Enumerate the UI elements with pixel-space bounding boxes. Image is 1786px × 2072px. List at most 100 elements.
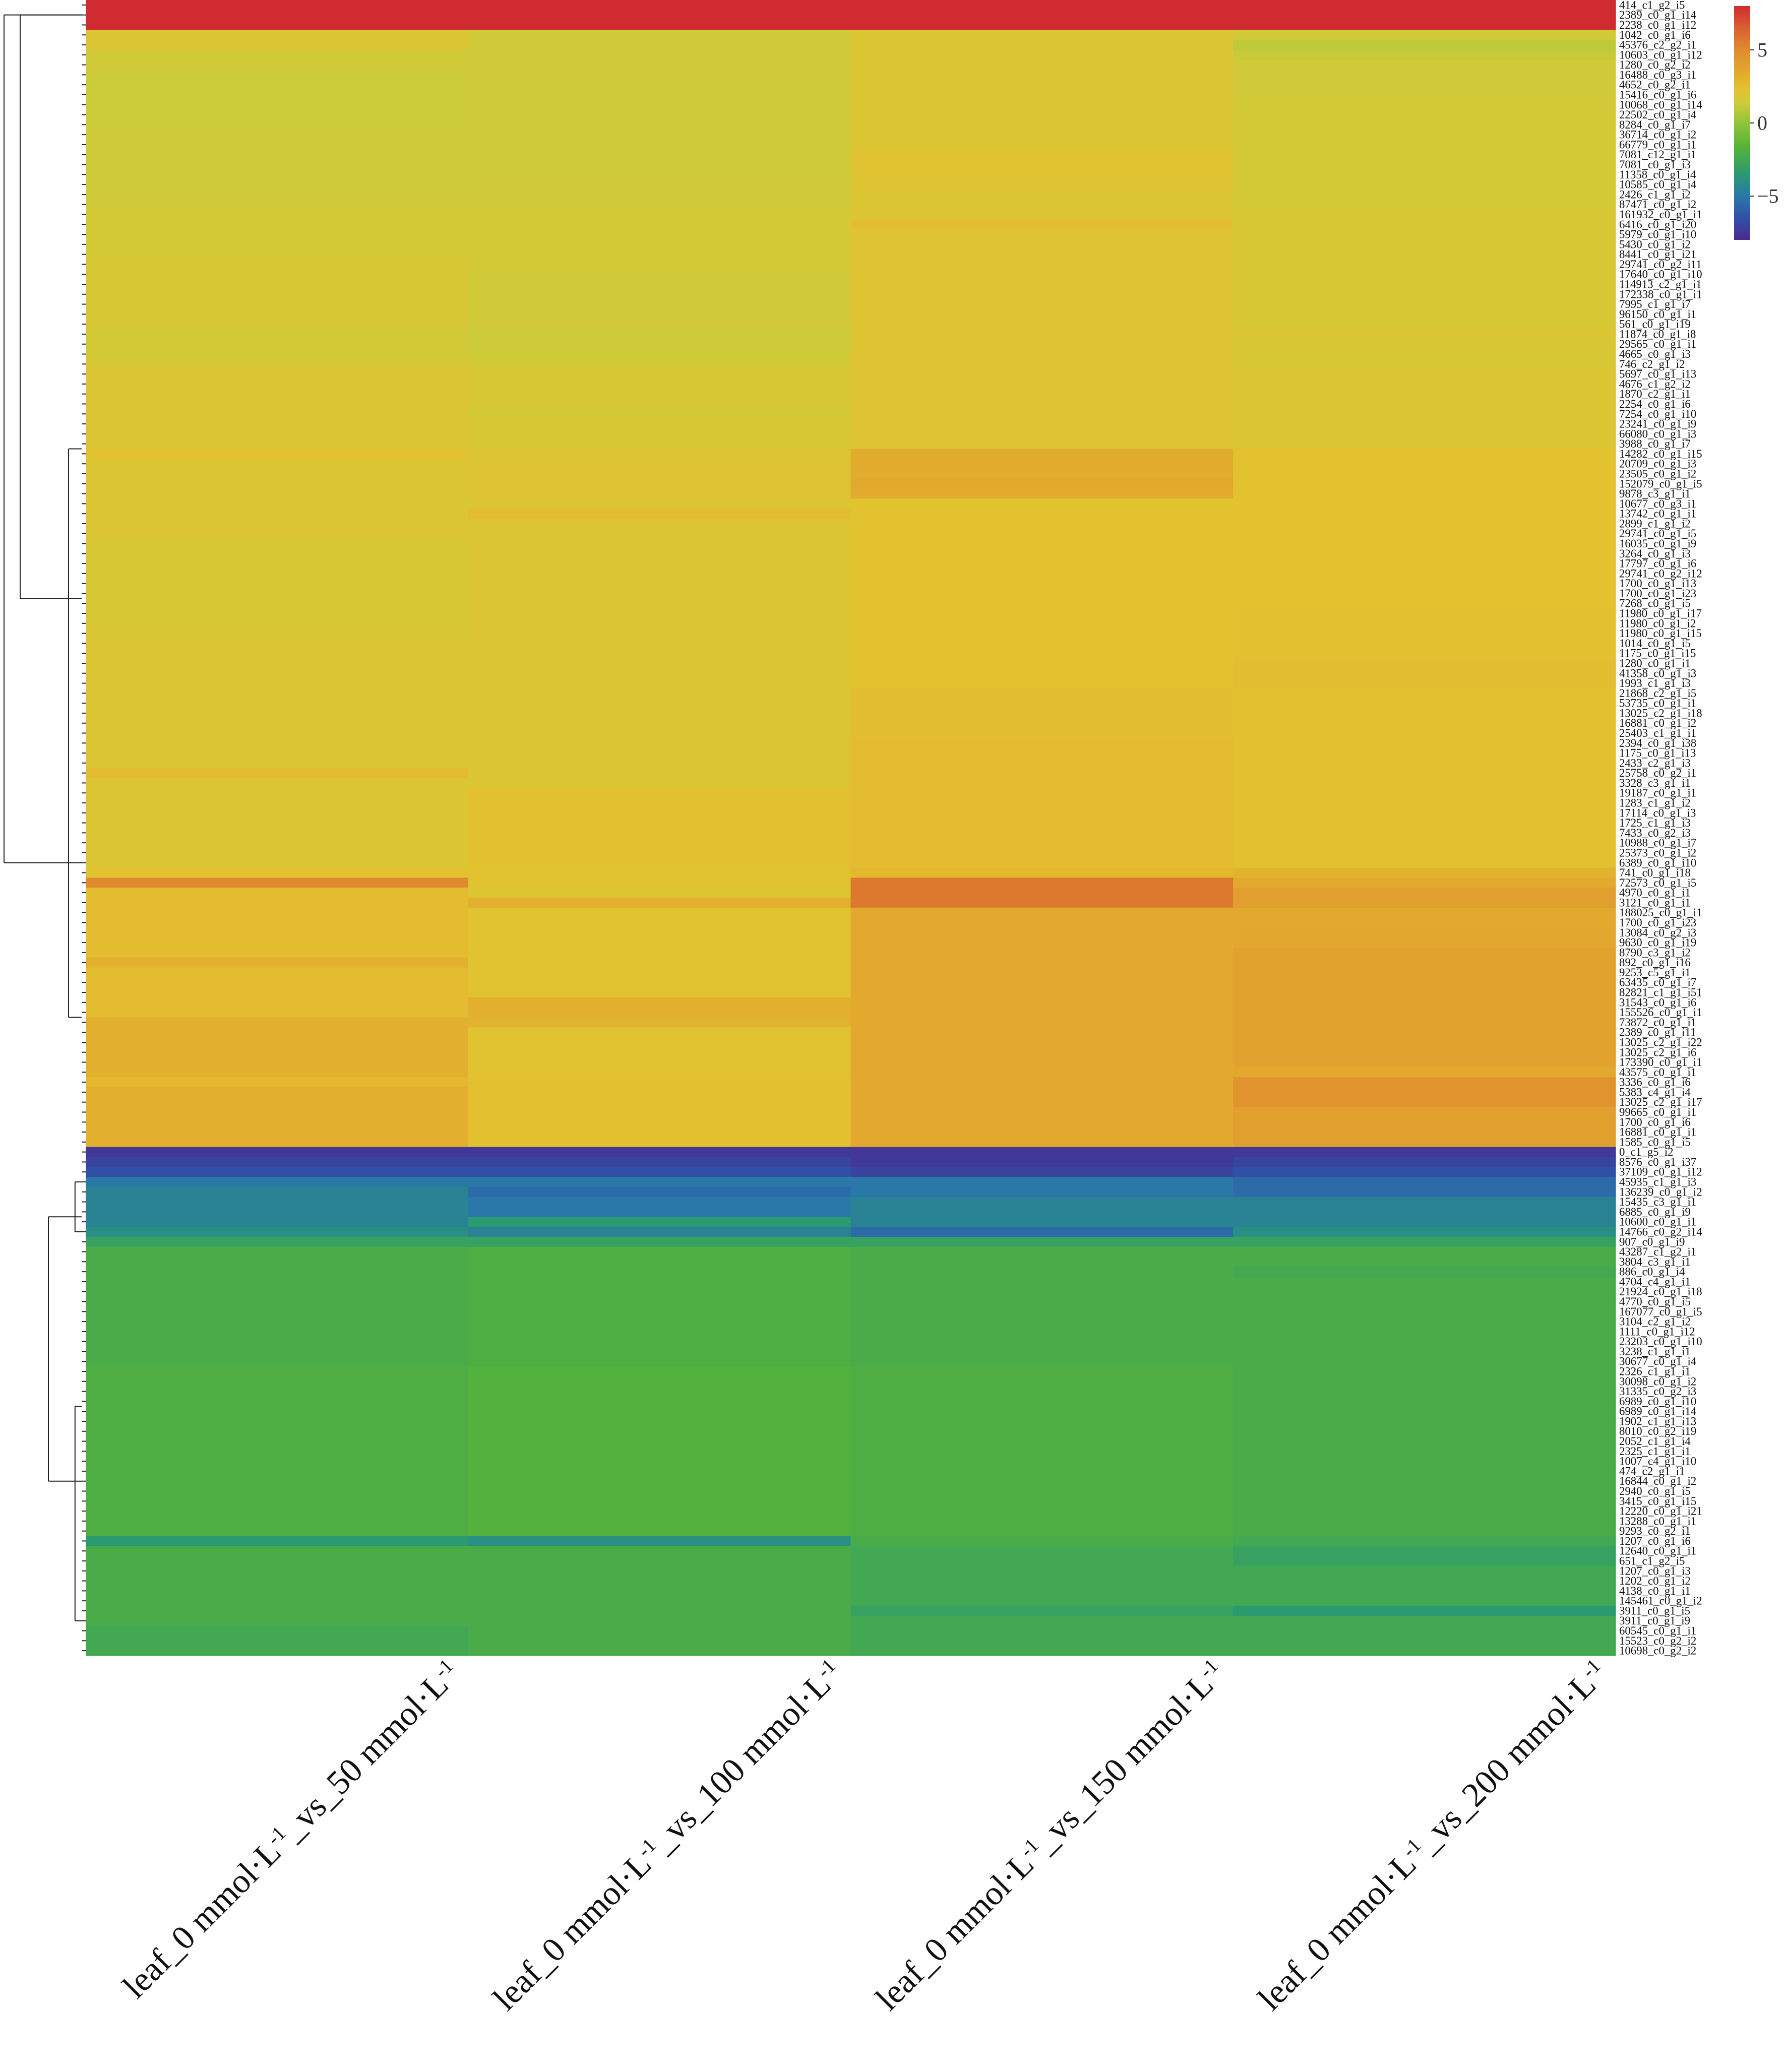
- heatmap-cell: [86, 1227, 469, 1237]
- row-label: 99665_c0_g1_i1: [1619, 1106, 1696, 1118]
- row-label: 1870_c2_g1_i1: [1619, 388, 1691, 400]
- heatmap-cell: [86, 718, 469, 729]
- heatmap-cell: [86, 478, 469, 489]
- heatmap-cell: [468, 169, 851, 180]
- heatmap-cell: [86, 1546, 469, 1556]
- heatmap-cell: [850, 99, 1234, 110]
- heatmap-cell: [86, 848, 469, 858]
- heatmap-cell: [468, 449, 851, 459]
- heatmap-cell: [1233, 867, 1616, 878]
- row-label: 2394_c0_g1_i38: [1619, 737, 1696, 749]
- row-label: 16881_c0_g1_i1: [1619, 1126, 1696, 1139]
- heatmap-cell: [86, 1167, 469, 1177]
- heatmap-cell: [850, 1217, 1234, 1227]
- heatmap-cell: [850, 169, 1234, 180]
- heatmap-cell: [850, 1406, 1234, 1417]
- heatmap-cell: [86, 1077, 469, 1088]
- row-label: 10585_c0_g1_i4: [1619, 178, 1697, 191]
- row-label: 7081_c12_g1_i1: [1619, 148, 1696, 161]
- heatmap-cell: [1233, 169, 1616, 180]
- heatmap-cell: [468, 618, 851, 629]
- heatmap-cell: [1233, 1346, 1616, 1357]
- heatmap-cell: [1233, 1556, 1616, 1566]
- heatmap-cell: [86, 907, 469, 918]
- heatmap-cell: [86, 538, 469, 549]
- heatmap-cell: [850, 1526, 1234, 1537]
- row-label: 1700_c0_g1_i23: [1619, 916, 1696, 929]
- heatmap-cell: [850, 1167, 1234, 1177]
- heatmap-cell: [468, 10, 851, 21]
- heatmap-cell: [86, 1356, 469, 1367]
- heatmap-cell: [468, 329, 851, 340]
- row-label: 23505_c0_g1_i2: [1619, 467, 1696, 480]
- heatmap-cell: [86, 209, 469, 220]
- row-label: 10603_c0_g1_i12: [1619, 48, 1702, 61]
- heatmap-cell: [1233, 1267, 1616, 1277]
- heatmap-cell: [468, 1067, 851, 1078]
- heatmap-cell: [850, 219, 1234, 230]
- heatmap-cell: [86, 788, 469, 798]
- heatmap-cell: [468, 428, 851, 439]
- row-label: 4665_c0_g1_i3: [1619, 348, 1691, 360]
- heatmap-cell: [86, 20, 469, 30]
- heatmap-cell: [850, 1246, 1234, 1258]
- heatmap-cell: [468, 359, 851, 369]
- heatmap-cell: [850, 488, 1234, 499]
- heatmap-cell: [850, 209, 1234, 220]
- row-label: 7254_c0_g1_i10: [1619, 408, 1696, 420]
- heatmap-cell: [86, 678, 469, 689]
- heatmap-cell: [468, 1586, 851, 1596]
- heatmap-cell: [1233, 1366, 1616, 1377]
- heatmap-cell: [850, 1047, 1234, 1058]
- heatmap-cell: [86, 1037, 469, 1048]
- heatmap-cell: [1233, 758, 1616, 769]
- heatmap-cell: [468, 578, 851, 589]
- heatmap-cell: [468, 1625, 851, 1637]
- row-label: 4676_c1_g2_i2: [1619, 378, 1691, 390]
- heatmap-cell: [468, 1376, 851, 1387]
- row-label: 3804_c3_g1_i1: [1619, 1255, 1691, 1268]
- row-label: 2433_c2_g1_i3: [1619, 757, 1691, 769]
- heatmap-cell: [86, 578, 469, 589]
- heatmap-cell: [850, 1536, 1234, 1546]
- heatmap-cell: [86, 1316, 469, 1327]
- heatmap-cell: [86, 130, 469, 140]
- heatmap-cell: [468, 40, 851, 50]
- heatmap-cell: [468, 1057, 851, 1068]
- heatmap-cell: [86, 967, 469, 978]
- row-label: 8441_c0_g1_i21: [1619, 248, 1696, 261]
- row-label: 60545_c0_g1_i1: [1619, 1624, 1696, 1637]
- row-label: 7081_c0_g1_i3: [1619, 158, 1691, 171]
- heatmap-cell: [1233, 1396, 1616, 1407]
- heatmap-cell: [468, 1197, 851, 1208]
- heatmap-cell: [1233, 1406, 1616, 1417]
- heatmap-cell: [850, 419, 1234, 429]
- row-label: 10068_c0_g1_i14: [1619, 98, 1702, 111]
- heatmap-cell: [468, 149, 851, 160]
- row-label: 7433_c0_g2_i3: [1619, 827, 1691, 839]
- heatmap-cell: [850, 179, 1234, 190]
- heatmap-cell: [1233, 478, 1616, 489]
- row-label: 886_c0_g1_i4: [1619, 1266, 1685, 1278]
- heatmap-cell: [468, 977, 851, 988]
- heatmap-cell: [850, 1267, 1234, 1277]
- heatmap-cell: [1233, 598, 1616, 609]
- heatmap-cell: [468, 1446, 851, 1457]
- heatmap-cell: [850, 1346, 1234, 1357]
- row-label: 3911_c0_g1_i5: [1619, 1604, 1690, 1617]
- heatmap-cell: [468, 937, 851, 948]
- heatmap-cell: [1233, 1037, 1616, 1048]
- heatmap-cell: [850, 189, 1234, 200]
- heatmap-cell: [468, 99, 851, 110]
- heatmap-cell: [86, 1416, 469, 1427]
- heatmap-cell: [1233, 99, 1616, 110]
- heatmap-cell: [86, 1586, 469, 1596]
- heatmap-cell: [850, 788, 1234, 798]
- heatmap-cell: [1233, 130, 1616, 140]
- heatmap-cell: [1233, 658, 1616, 669]
- heatmap-cell: [1233, 389, 1616, 400]
- heatmap-cell: [1233, 30, 1616, 40]
- heatmap-cell: [86, 997, 469, 1008]
- heatmap-cell: [468, 399, 851, 409]
